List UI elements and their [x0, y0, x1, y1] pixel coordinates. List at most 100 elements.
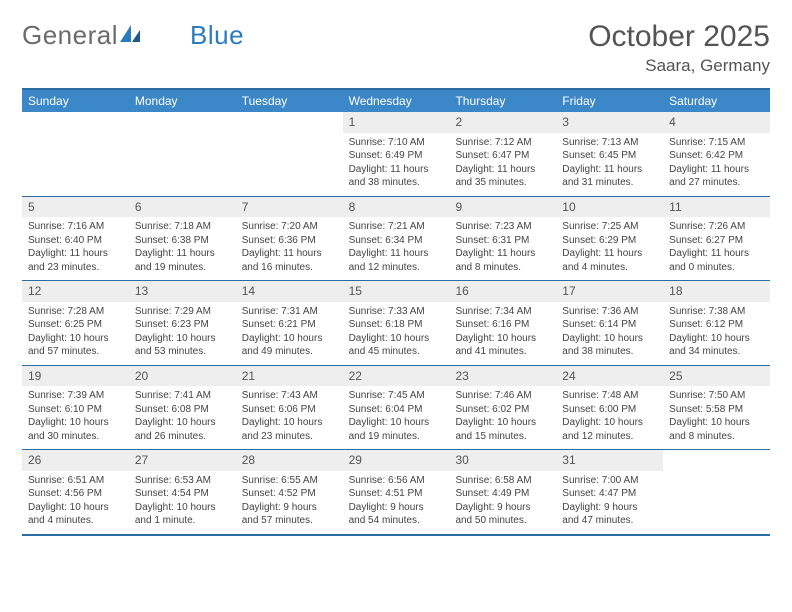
daylight-text: Daylight: 10 hours — [242, 416, 337, 430]
daylight-text: and 45 minutes. — [349, 345, 444, 359]
daylight-text: Daylight: 9 hours — [455, 501, 550, 515]
sunset-text: Sunset: 6:23 PM — [135, 318, 230, 332]
daylight-text: and 27 minutes. — [669, 176, 764, 190]
day-number: 21 — [242, 369, 255, 383]
calendar: SundayMondayTuesdayWednesdayThursdayFrid… — [22, 88, 770, 536]
day-content: Sunrise: 6:56 AMSunset: 4:51 PMDaylight:… — [343, 471, 450, 534]
day-cell: 8Sunrise: 7:21 AMSunset: 6:34 PMDaylight… — [343, 197, 450, 281]
day-number: 14 — [242, 284, 255, 298]
daylight-text: Daylight: 10 hours — [455, 332, 550, 346]
day-content: Sunrise: 7:15 AMSunset: 6:42 PMDaylight:… — [663, 133, 770, 196]
sunset-text: Sunset: 6:29 PM — [562, 234, 657, 248]
daylight-text: Daylight: 9 hours — [562, 501, 657, 515]
sunrise-text: Sunrise: 7:13 AM — [562, 136, 657, 150]
day-cell: 23 Sunrise: 7:46 AMSunset: 6:02 PMDayligh… — [449, 366, 556, 450]
day-cell: 9Sunrise: 7:23 AMSunset: 6:31 PMDaylight… — [449, 197, 556, 281]
day-cell: 22Sunrise: 7:45 AMSunset: 6:04 PMDayligh… — [343, 366, 450, 450]
day-number: 17 — [562, 284, 575, 298]
sunset-text: Sunset: 6:16 PM — [455, 318, 550, 332]
title-block: October 2025 Saara, Germany — [588, 20, 770, 76]
sunset-text: Sunset: 6:34 PM — [349, 234, 444, 248]
day-cell: 26Sunrise: 6:51 AMSunset: 4:56 PMDayligh… — [22, 450, 129, 534]
day-cell: 19Sunrise: 7:39 AMSunset: 6:10 PMDayligh… — [22, 366, 129, 450]
sunset-text: Sunset: 6:12 PM — [669, 318, 764, 332]
daylight-text: Daylight: 10 hours — [562, 332, 657, 346]
day-content: Sunrise: 7:28 AMSunset: 6:25 PMDaylight:… — [22, 302, 129, 365]
daylight-text: Daylight: 10 hours — [28, 501, 123, 515]
location: Saara, Germany — [588, 56, 770, 76]
sunset-text: Sunset: 6:04 PM — [349, 403, 444, 417]
day-cell: 30Sunrise: 6:58 AMSunset: 4:49 PMDayligh… — [449, 450, 556, 534]
daylight-text: and 8 minutes. — [669, 430, 764, 444]
daylight-text: and 4 minutes. — [28, 514, 123, 528]
sunset-text: Sunset: 6:42 PM — [669, 149, 764, 163]
day-number: 24 — [562, 369, 575, 383]
daylight-text: Daylight: 10 hours — [562, 416, 657, 430]
day-number: 6 — [135, 200, 142, 214]
header: General Blue October 2025 Saara, Germany — [22, 20, 770, 76]
day-content: Sunrise: 6:53 AMSunset: 4:54 PMDaylight:… — [129, 471, 236, 534]
day-number: 23 — [455, 369, 468, 383]
daylight-text: and 12 minutes. — [349, 261, 444, 275]
sunrise-text: Sunrise: 7:16 AM — [28, 220, 123, 234]
daylight-text: and 30 minutes. — [28, 430, 123, 444]
sunrise-text: Sunrise: 7:12 AM — [455, 136, 550, 150]
sunrise-text: Sunrise: 7:36 AM — [562, 305, 657, 319]
daylight-text: Daylight: 11 hours — [562, 163, 657, 177]
daylight-text: Daylight: 10 hours — [28, 332, 123, 346]
sunset-text: Sunset: 5:58 PM — [669, 403, 764, 417]
logo-text-a: General — [22, 20, 118, 51]
day-number: 12 — [28, 284, 41, 298]
sunset-text: Sunset: 6:31 PM — [455, 234, 550, 248]
sunset-text: Sunset: 4:54 PM — [135, 487, 230, 501]
day-cell: 21Sunrise: 7:43 AMSunset: 6:06 PMDayligh… — [236, 366, 343, 450]
day-content: Sunrise: 7:23 AMSunset: 6:31 PMDaylight:… — [449, 217, 556, 280]
sunset-text: Sunset: 6:40 PM — [28, 234, 123, 248]
weekday-header: Wednesday — [343, 90, 450, 112]
sunset-text: Sunset: 6:10 PM — [28, 403, 123, 417]
day-number: 10 — [562, 200, 575, 214]
daylight-text: Daylight: 10 hours — [135, 416, 230, 430]
daylight-text: Daylight: 10 hours — [349, 332, 444, 346]
sunrise-text: Sunrise: 7:46 AM — [455, 389, 550, 403]
day-content: Sunrise: 7:46 AMSunset: 6:02 PMDaylight:… — [449, 386, 556, 449]
daylight-text: and 54 minutes. — [349, 514, 444, 528]
sunset-text: Sunset: 6:21 PM — [242, 318, 337, 332]
day-content: Sunrise: 7:38 AMSunset: 6:12 PMDaylight:… — [663, 302, 770, 365]
month-title: October 2025 — [588, 20, 770, 54]
day-cell — [236, 112, 343, 196]
sunrise-text: Sunrise: 7:23 AM — [455, 220, 550, 234]
day-cell: 31Sunrise: 7:00 AMSunset: 4:47 PMDayligh… — [556, 450, 663, 534]
sunset-text: Sunset: 4:51 PM — [349, 487, 444, 501]
sunrise-text: Sunrise: 6:53 AM — [135, 474, 230, 488]
sunset-text: Sunset: 6:36 PM — [242, 234, 337, 248]
day-number: 16 — [455, 284, 468, 298]
day-cell: 15Sunrise: 7:33 AMSunset: 6:18 PMDayligh… — [343, 281, 450, 365]
daylight-text: and 19 minutes. — [349, 430, 444, 444]
daylight-text: and 15 minutes. — [455, 430, 550, 444]
daylight-text: and 23 minutes. — [28, 261, 123, 275]
sunrise-text: Sunrise: 7:28 AM — [28, 305, 123, 319]
sunrise-text: Sunrise: 7:29 AM — [135, 305, 230, 319]
day-content: Sunrise: 7:00 AMSunset: 4:47 PMDaylight:… — [556, 471, 663, 534]
day-number: 22 — [349, 369, 362, 383]
day-content: Sunrise: 7:12 AMSunset: 6:47 PMDaylight:… — [449, 133, 556, 196]
sunset-text: Sunset: 6:45 PM — [562, 149, 657, 163]
weekday-header: Sunday — [22, 90, 129, 112]
day-number: 2 — [455, 115, 462, 129]
sunset-text: Sunset: 6:27 PM — [669, 234, 764, 248]
daylight-text: Daylight: 10 hours — [349, 416, 444, 430]
daylight-text: and 0 minutes. — [669, 261, 764, 275]
daylight-text: and 4 minutes. — [562, 261, 657, 275]
day-cell — [663, 450, 770, 534]
week-row: 1Sunrise: 7:10 AMSunset: 6:49 PMDaylight… — [22, 112, 770, 196]
day-cell: 11Sunrise: 7:26 AMSunset: 6:27 PMDayligh… — [663, 197, 770, 281]
sunrise-text: Sunrise: 7:43 AM — [242, 389, 337, 403]
sunset-text: Sunset: 6:14 PM — [562, 318, 657, 332]
daylight-text: Daylight: 11 hours — [242, 247, 337, 261]
daylight-text: Daylight: 10 hours — [28, 416, 123, 430]
day-cell: 5Sunrise: 7:16 AMSunset: 6:40 PMDaylight… — [22, 197, 129, 281]
daylight-text: Daylight: 10 hours — [242, 332, 337, 346]
daylight-text: Daylight: 11 hours — [349, 247, 444, 261]
day-number: 26 — [28, 453, 41, 467]
